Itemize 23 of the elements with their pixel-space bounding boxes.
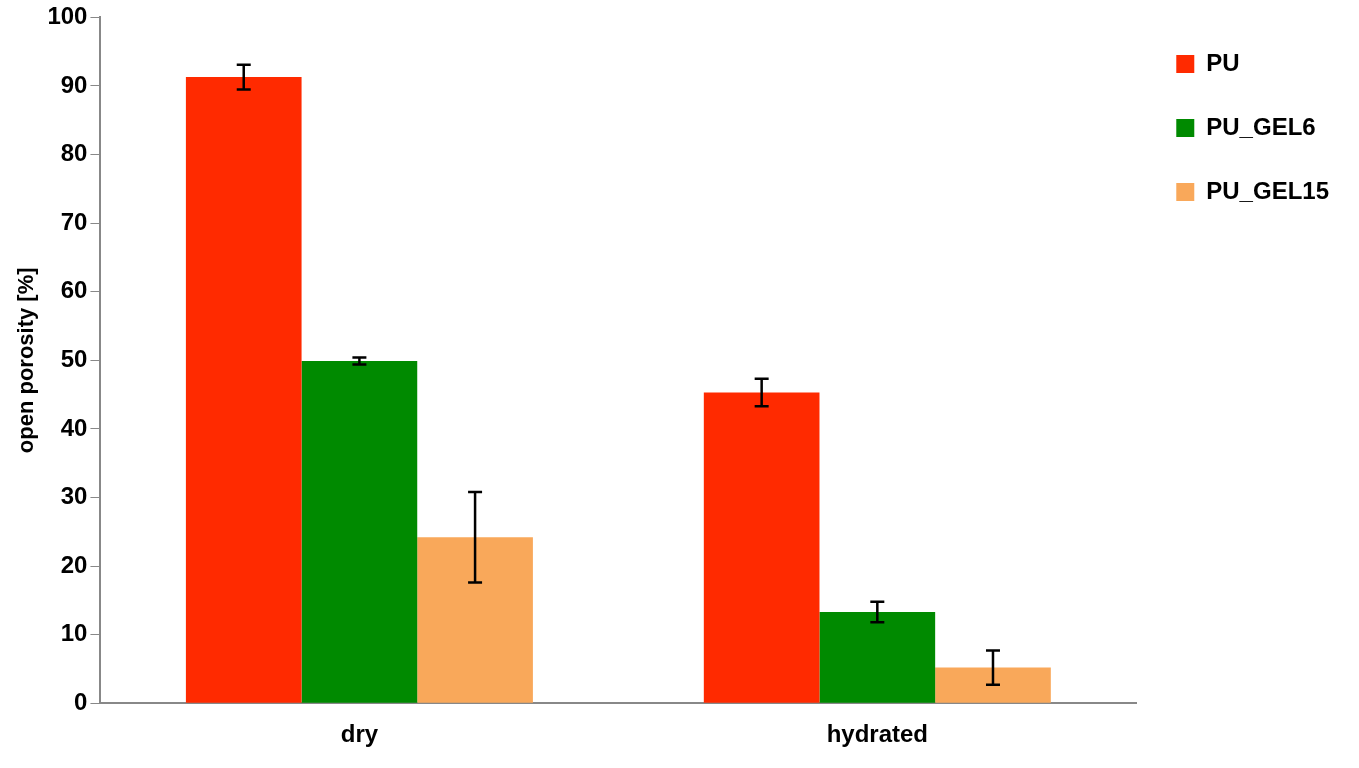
legend-label: PU_GEL6 [1206,112,1316,140]
bar [417,537,533,703]
y-tick-label: 60 [60,276,88,304]
y-tick-label: 50 [60,344,88,372]
y-tick-label: 0 [74,687,88,715]
bar [703,392,820,703]
bar [935,667,1051,703]
y-axis-title: open porosity [%] [13,267,39,454]
y-tick-label: 90 [60,70,88,98]
y-tick-label: 70 [60,207,88,235]
y-tick-label: 40 [60,413,88,441]
legend-label: PU_GEL15 [1206,176,1329,204]
y-tick-label: 10 [60,619,88,647]
legend-label: PU [1206,48,1240,76]
bar [819,611,936,703]
y-tick-label: 30 [60,482,88,510]
x-tick-label: dry [340,720,379,748]
bar [301,360,418,703]
y-tick-label: 20 [60,550,88,578]
y-tick-label: 100 [47,2,88,30]
y-tick-label: 80 [60,139,88,167]
x-tick-label: hydrated [826,720,928,748]
bar [185,77,302,703]
